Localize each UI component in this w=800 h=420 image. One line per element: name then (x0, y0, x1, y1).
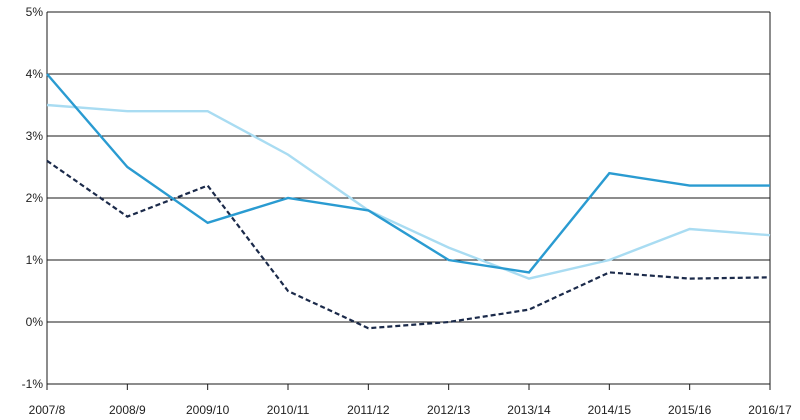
x-tick-label-0: 2007/8 (29, 403, 66, 417)
x-tick-label-6: 2013/14 (507, 403, 551, 417)
label-layer: -1% 0% 1% 2% 3% 4% 5% 2007/8 2008/9 2009/10 2010/1… (22, 5, 792, 417)
x-tick-label-5: 2012/13 (427, 403, 471, 417)
x-tick-label-1: 2008/9 (109, 403, 146, 417)
x-tick-label-3: 2010/11 (267, 403, 310, 417)
series-layer (46, 73, 771, 330)
y-tick-label-5: 4% (26, 67, 44, 81)
series-line-0 (46, 73, 770, 274)
y-tick-label-1: 0% (26, 315, 44, 329)
y-tick-label-4: 3% (26, 129, 44, 143)
y-tick-label-3: 2% (26, 191, 44, 205)
x-tick-label-9: 2016/17 (748, 403, 792, 417)
x-tick-label-2: 2009/10 (186, 403, 230, 417)
x-tick-label-4: 2011/12 (347, 403, 390, 417)
y-tick-label-6: 5% (26, 5, 44, 19)
series-line-1 (46, 103, 771, 280)
grid-layer (47, 11, 770, 385)
y-tick-label-0: -1% (22, 377, 44, 391)
y-tick-label-2: 1% (26, 253, 44, 267)
axis-layer (46, 12, 771, 390)
series-line-2 (46, 159, 771, 330)
x-tick-label-8: 2015/16 (668, 403, 712, 417)
x-tick-label-7: 2014/15 (588, 403, 632, 417)
